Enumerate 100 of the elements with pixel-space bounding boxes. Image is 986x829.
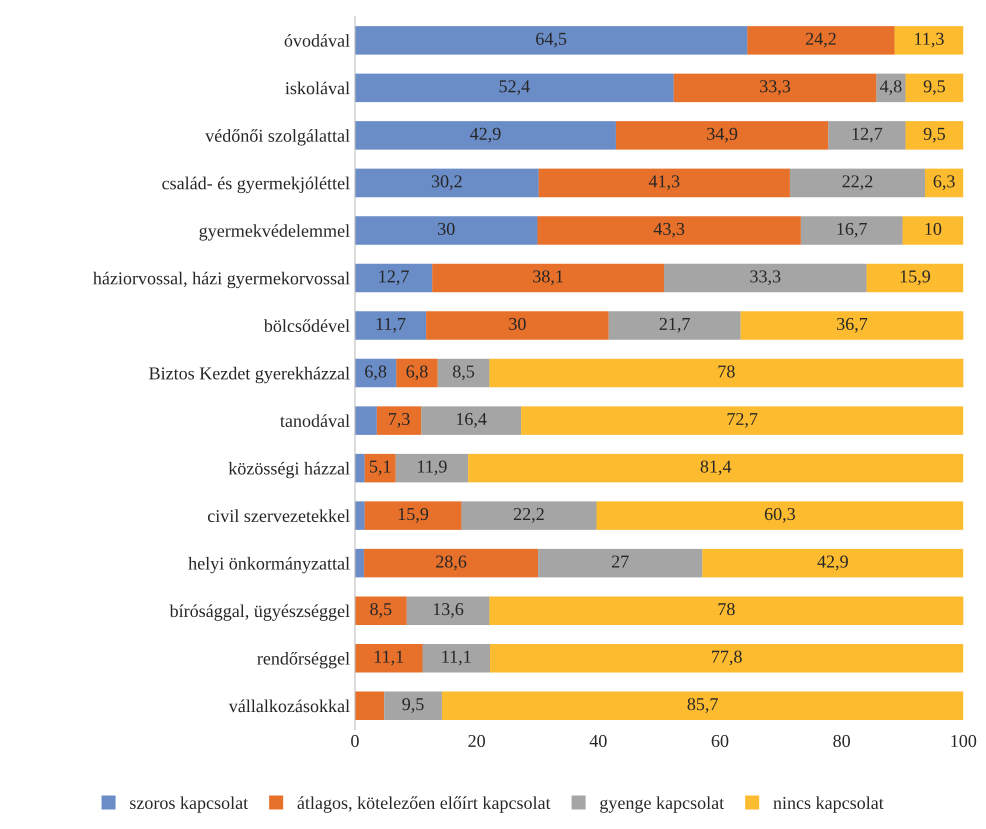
bar (538, 548, 702, 578)
data-label: 52,4 (500, 80, 530, 95)
data-label: 16,7 (837, 222, 867, 238)
data-label: 77,8 (712, 650, 742, 666)
data-label: 9,5 (402, 698, 424, 713)
y-tick-label: háziorvossal, házi gyermekorvossal (93, 272, 350, 288)
data-label: 34,9 (707, 128, 738, 143)
data-label: 38,1 (533, 270, 563, 286)
data-label: 13,6 (434, 603, 464, 618)
bar (354, 216, 538, 245)
data-label: 36,7 (837, 318, 868, 333)
legend-label: szoros kapcsolat (130, 796, 248, 813)
bar (364, 501, 462, 530)
y-tick-label: iskolával (285, 82, 350, 94)
data-label: 7,3 (388, 412, 410, 428)
y-tick-label: bölcsődével (264, 319, 350, 332)
data-label: 42,9 (470, 128, 501, 143)
bar (432, 264, 664, 292)
data-label: 11,1 (442, 650, 471, 666)
data-label: 33,3 (760, 80, 790, 95)
bar (906, 74, 964, 102)
data-label: 27 (612, 556, 629, 568)
data-label: 11,1 (374, 650, 404, 666)
bar (406, 596, 490, 625)
bar (354, 121, 616, 150)
data-label: 12,7 (852, 128, 882, 143)
bar (354, 691, 384, 720)
x-tick-label: 20 (468, 734, 485, 748)
bar (800, 216, 902, 245)
data-label: 43,3 (654, 222, 684, 238)
bar (664, 264, 867, 292)
bar (702, 548, 964, 578)
data-label: 16,4 (456, 412, 487, 428)
x-tick-label: 60 (712, 734, 728, 748)
x-tick-label: 100 (951, 734, 976, 748)
bar (354, 358, 396, 388)
data-label: 85,7 (688, 698, 718, 713)
data-label: 4,8 (880, 80, 902, 95)
data-label: 78 (718, 603, 735, 616)
bar (876, 74, 906, 102)
data-label: 15,9 (398, 508, 428, 523)
data-label: 24,2 (806, 32, 836, 48)
bar (828, 121, 906, 150)
data-label: 11,9 (418, 460, 447, 476)
y-tick-label: bírósággal, ügyészséggel (170, 604, 350, 621)
data-label: 11,7 (376, 318, 406, 333)
bar (354, 501, 365, 530)
data-label: 6,3 (934, 175, 955, 190)
legend-label: átlagos, kötelezően előírt kapcsolat (298, 796, 550, 813)
data-label: 9,5 (924, 80, 946, 95)
bar (354, 264, 432, 292)
data-label: 8,5 (452, 365, 474, 380)
data-label: 64,5 (536, 32, 566, 48)
data-label: 6,8 (365, 365, 386, 380)
bar (376, 406, 422, 435)
bar (894, 26, 964, 55)
data-label: 5,1 (370, 460, 390, 476)
bar (354, 596, 407, 625)
data-label: 12,7 (379, 270, 409, 286)
y-tick-label: Biztos Kezdet gyerekházzal (149, 366, 350, 384)
y-tick-label: tanodával (280, 414, 350, 428)
bar (384, 691, 442, 720)
bar (421, 406, 522, 435)
bar (468, 454, 964, 482)
data-label: 6,8 (406, 365, 428, 380)
y-tick-label: gyermekvédelemmel (199, 224, 350, 241)
data-label: 11,3 (915, 32, 944, 48)
data-label: 81,4 (700, 460, 732, 476)
bar (461, 501, 596, 530)
bar (364, 548, 538, 578)
y-tick-label: közösségi házzal (228, 462, 350, 478)
data-label: 33,3 (750, 270, 780, 286)
data-label: 42,9 (817, 556, 848, 570)
bar (924, 168, 964, 198)
bar (396, 358, 438, 388)
legend-label: nincs kapcsolat (773, 796, 884, 813)
bar (354, 168, 539, 198)
bar (866, 264, 964, 292)
bar (438, 358, 490, 388)
data-label: 9,5 (924, 128, 946, 143)
bar (489, 596, 964, 625)
bar (740, 311, 964, 340)
bar (354, 74, 674, 102)
bar (906, 121, 964, 150)
data-label: 41,3 (648, 175, 680, 190)
bar (489, 358, 964, 388)
bar (422, 644, 490, 672)
data-label: 30 (438, 222, 455, 235)
y-tick-label: család- és gyermekjóléttel (162, 176, 350, 194)
bar (674, 74, 876, 102)
bar (396, 454, 468, 482)
legend-label: gyenge kapcsolat (600, 796, 724, 813)
bar (442, 691, 964, 720)
x-tick-label: 0 (351, 734, 359, 748)
bar (521, 406, 964, 435)
bar (354, 644, 422, 672)
data-label: 8,5 (370, 603, 392, 618)
bar (426, 311, 609, 340)
data-label: 22,2 (514, 508, 544, 523)
y-tick-label: óvodával (284, 34, 350, 47)
